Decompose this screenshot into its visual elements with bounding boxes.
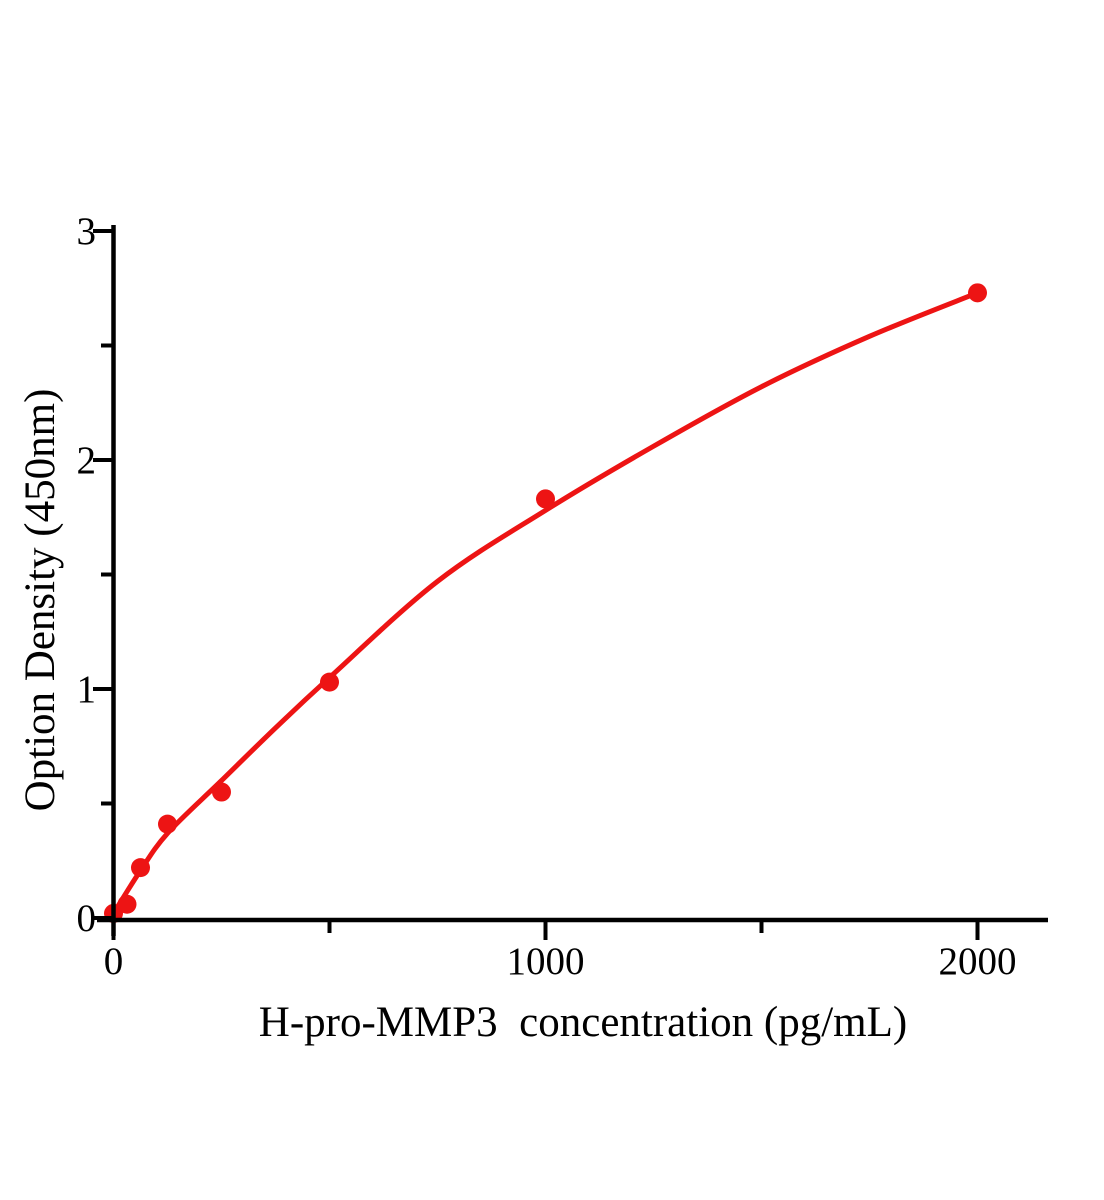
data-point	[131, 858, 150, 878]
x-tick-label: 2000	[939, 940, 1017, 983]
x-axis-title: H-pro-MMP3 concentration (pg/mL)	[259, 999, 907, 1046]
axes	[93, 225, 1048, 940]
x-tick-label: 1000	[507, 940, 585, 983]
fit-curve	[111, 290, 980, 916]
data-point	[968, 283, 987, 303]
axis-ticks	[93, 229, 980, 940]
data-point	[212, 782, 231, 802]
tick-labels: 0 1 2 3 0 1000 2000	[77, 210, 1017, 983]
data-point	[158, 814, 177, 834]
y-tick-label: 1	[77, 668, 97, 711]
series-layer	[104, 283, 987, 923]
y-tick-label: 2	[77, 439, 97, 482]
y-tick-label: 0	[77, 897, 97, 940]
x-tick-label: 0	[104, 940, 124, 983]
data-point	[536, 489, 555, 509]
data-point	[117, 894, 137, 914]
y-tick-label: 3	[77, 210, 97, 253]
data-point	[320, 672, 339, 692]
labels: 0 1 2 3 0 1000 2000 H-pro-MMP3 concentration (…	[17, 210, 1017, 1046]
y-axis-title: Option Density (450nm)	[17, 389, 64, 812]
